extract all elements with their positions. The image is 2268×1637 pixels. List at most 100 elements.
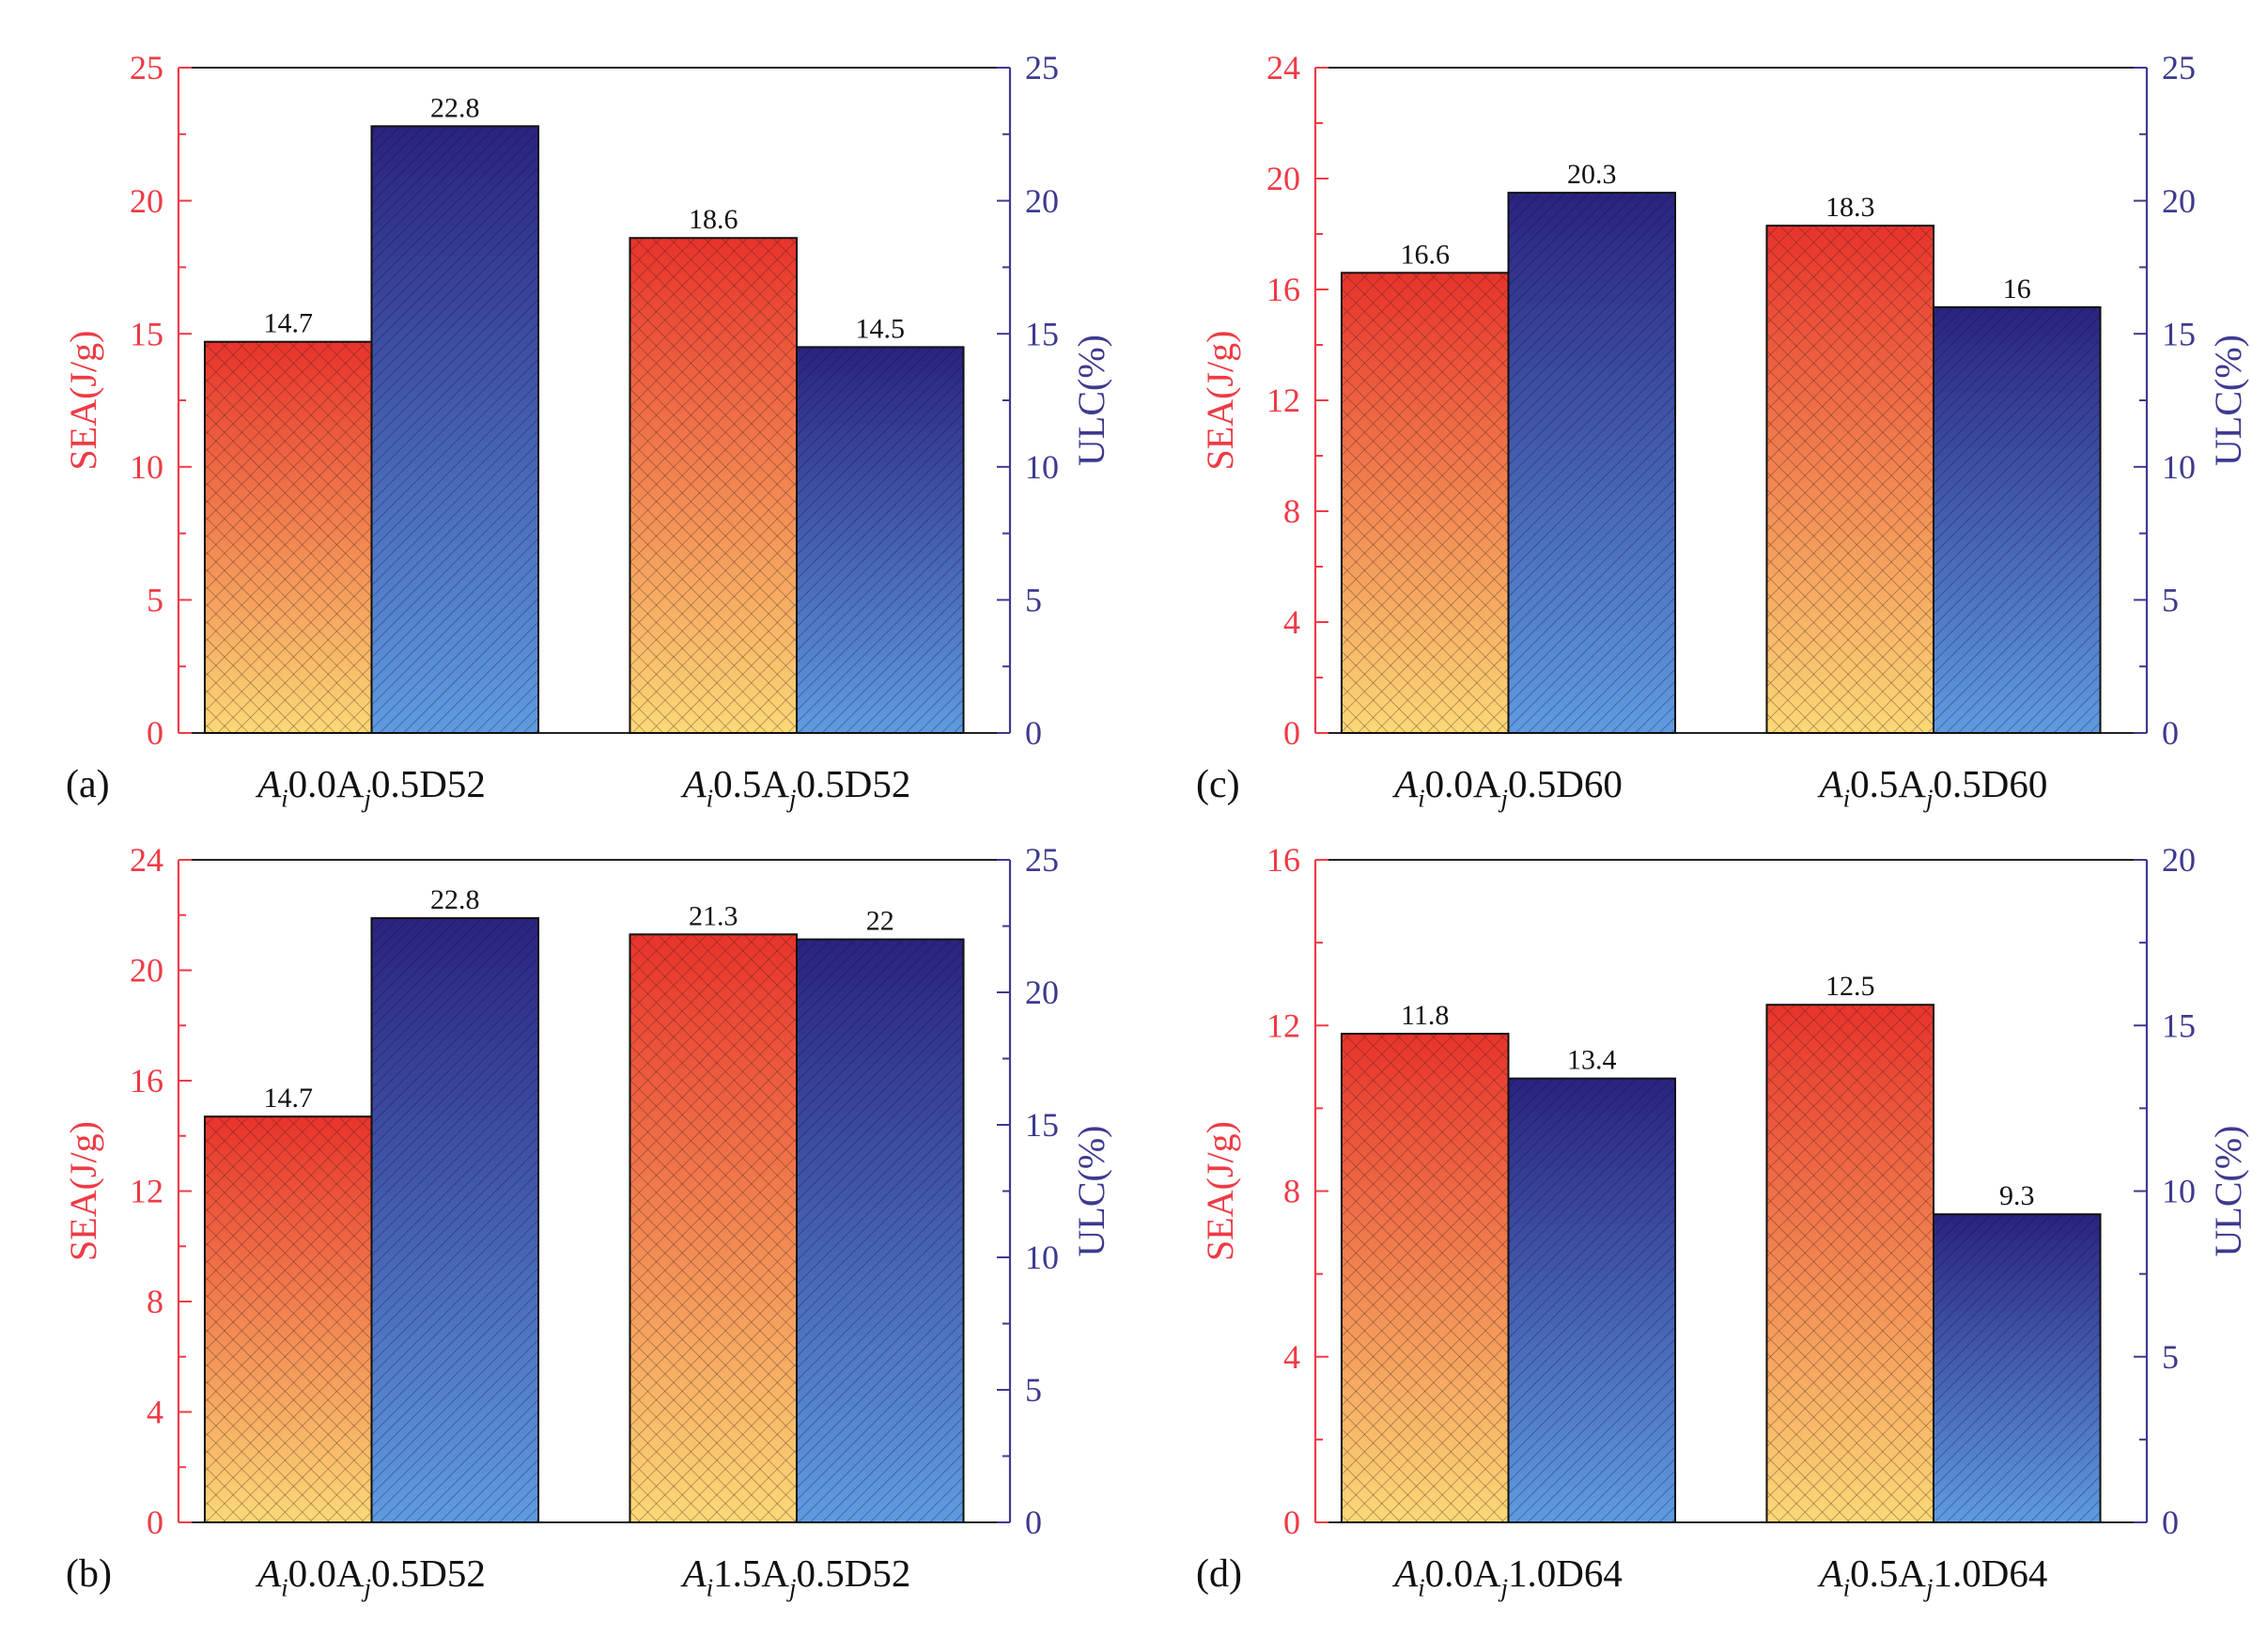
sea-bar-hatch bbox=[203, 340, 373, 734]
right-tick-label: 20 bbox=[1025, 974, 1059, 1011]
ulc-bar-hatch bbox=[1507, 1077, 1677, 1524]
left-tick-label: 16 bbox=[1266, 841, 1300, 879]
right-axis-title: ULC(%) bbox=[2207, 1126, 2249, 1257]
ulc-value-label: 16 bbox=[2003, 273, 2031, 304]
ulc-value-label: 13.4 bbox=[1567, 1045, 1617, 1076]
left-tick-label: 0 bbox=[147, 1504, 163, 1541]
right-tick-label: 15 bbox=[1025, 1106, 1059, 1144]
left-tick-label: 12 bbox=[130, 1173, 163, 1210]
ulc-bar-hatch bbox=[1932, 305, 2102, 734]
right-tick-label: 25 bbox=[1025, 49, 1059, 86]
right-tick-label: 0 bbox=[1025, 714, 1042, 752]
sea-bar-hatch bbox=[629, 237, 798, 735]
left-tick-label: 24 bbox=[1266, 49, 1300, 86]
sea-bar-hatch bbox=[1765, 1004, 1934, 1523]
right-tick-label: 25 bbox=[1025, 841, 1059, 879]
right-tick-label: 15 bbox=[2162, 1006, 2196, 1044]
category-label: Ai0.0Aj0.5D52 bbox=[255, 1551, 486, 1601]
ulc-value-label: 9.3 bbox=[1999, 1180, 2035, 1211]
left-tick-label: 16 bbox=[130, 1062, 163, 1099]
sea-bar-hatch bbox=[1340, 272, 1510, 734]
category-label: Ai0.5Aj1.0D64 bbox=[1817, 1551, 2048, 1601]
left-tick-label: 12 bbox=[1266, 382, 1300, 419]
sea-value-label: 18.6 bbox=[689, 204, 738, 235]
left-tick-label: 4 bbox=[1283, 603, 1300, 641]
sea-value-label: 18.3 bbox=[1825, 192, 1875, 223]
right-tick-label: 5 bbox=[2162, 582, 2179, 619]
category-label: Ai1.5Aj0.5D52 bbox=[680, 1551, 911, 1601]
right-tick-label: 10 bbox=[2162, 448, 2196, 486]
right-tick-label: 5 bbox=[2162, 1338, 2179, 1376]
category-label: Ai0.5Aj0.5D60 bbox=[1817, 762, 2048, 812]
left-tick-label: 0 bbox=[1283, 1504, 1300, 1541]
right-tick-label: 15 bbox=[1025, 315, 1059, 352]
left-tick-label: 4 bbox=[1283, 1338, 1300, 1376]
sea-value-label: 14.7 bbox=[263, 308, 313, 339]
right-tick-label: 10 bbox=[2162, 1173, 2196, 1210]
panel-label: (c) bbox=[1196, 763, 1240, 806]
ulc-bar-hatch bbox=[370, 917, 540, 1523]
sea-value-label: 14.7 bbox=[263, 1083, 313, 1114]
sea-bar-hatch bbox=[629, 933, 798, 1523]
sea-value-label: 11.8 bbox=[1401, 1000, 1449, 1031]
left-tick-label: 8 bbox=[147, 1283, 163, 1320]
right-tick-label: 15 bbox=[2162, 315, 2196, 352]
left-axis-title: SEA(J/g) bbox=[1199, 331, 1241, 471]
left-tick-label: 20 bbox=[130, 952, 163, 990]
ulc-bar-hatch bbox=[1932, 1213, 2102, 1524]
left-tick-label: 8 bbox=[1283, 492, 1300, 530]
panel-a: 0 5 10 15 20 25 0 5 10 15 20 25 SEA(J/g) ULC(%) 14.7 22… bbox=[62, 49, 1112, 812]
ulc-bar-hatch bbox=[795, 346, 965, 734]
panel-label: (d) bbox=[1196, 1552, 1242, 1596]
left-axis-title: SEA(J/g) bbox=[62, 1121, 104, 1261]
right-tick-label: 20 bbox=[2162, 841, 2196, 879]
right-tick-label: 5 bbox=[1025, 1371, 1042, 1409]
ulc-value-label: 20.3 bbox=[1567, 159, 1617, 190]
right-axis-title: ULC(%) bbox=[2207, 335, 2249, 466]
ulc-value-label: 14.5 bbox=[856, 313, 906, 344]
right-axis-title: ULC(%) bbox=[1070, 335, 1112, 466]
left-tick-label: 16 bbox=[1266, 271, 1300, 308]
category-label: Ai0.0Aj1.0D64 bbox=[1391, 1551, 1623, 1601]
right-tick-label: 10 bbox=[1025, 448, 1059, 486]
right-tick-label: 20 bbox=[1025, 182, 1059, 220]
left-tick-label: 8 bbox=[1283, 1173, 1300, 1210]
sea-value-label: 16.6 bbox=[1400, 239, 1450, 270]
panel-label: (a) bbox=[66, 763, 110, 806]
sea-value-label: 21.3 bbox=[689, 900, 738, 931]
left-tick-label: 5 bbox=[147, 582, 163, 619]
panel-b: 0 4 8 12 16 20 24 0 5 10 15 20 25 SEA(J/g) ULC(%) 14.7 2… bbox=[62, 841, 1112, 1601]
left-tick-label: 0 bbox=[1283, 714, 1300, 752]
left-tick-label: 12 bbox=[1266, 1006, 1300, 1044]
category-label: Ai0.5Aj0.5D52 bbox=[680, 762, 911, 812]
left-tick-label: 10 bbox=[130, 448, 163, 486]
ulc-value-label: 22.8 bbox=[430, 884, 480, 915]
ulc-bar-hatch bbox=[370, 125, 540, 734]
sea-value-label: 12.5 bbox=[1825, 971, 1875, 1002]
panel-c: 0 4 8 12 16 20 24 0 5 10 15 20 25 SEA(J/g) ULC(%) 16.6 2… bbox=[1196, 49, 2249, 812]
category-label: Ai0.0Aj0.5D60 bbox=[1391, 762, 1623, 812]
category-label: Ai0.0Aj0.5D52 bbox=[255, 762, 486, 812]
left-tick-label: 25 bbox=[130, 49, 163, 86]
left-tick-label: 20 bbox=[1266, 160, 1300, 197]
left-tick-label: 20 bbox=[130, 182, 163, 220]
right-tick-label: 0 bbox=[2162, 714, 2179, 752]
ulc-bar-hatch bbox=[1507, 192, 1677, 734]
sea-bar-hatch bbox=[1340, 1033, 1510, 1523]
right-tick-label: 20 bbox=[2162, 182, 2196, 220]
left-axis-title: SEA(J/g) bbox=[1199, 1121, 1241, 1261]
ulc-bar-hatch bbox=[795, 938, 965, 1523]
left-tick-label: 15 bbox=[130, 315, 163, 352]
left-tick-label: 4 bbox=[147, 1394, 163, 1431]
right-axis-title: ULC(%) bbox=[1070, 1126, 1112, 1257]
right-tick-label: 5 bbox=[1025, 582, 1042, 619]
right-tick-label: 0 bbox=[2162, 1504, 2179, 1541]
ulc-value-label: 22 bbox=[866, 906, 894, 937]
right-tick-label: 10 bbox=[1025, 1239, 1059, 1276]
left-axis-title: SEA(J/g) bbox=[62, 331, 104, 471]
sea-bar-hatch bbox=[203, 1115, 373, 1523]
ulc-value-label: 22.8 bbox=[430, 92, 480, 123]
left-tick-label: 0 bbox=[147, 714, 163, 752]
right-tick-label: 25 bbox=[2162, 49, 2196, 86]
